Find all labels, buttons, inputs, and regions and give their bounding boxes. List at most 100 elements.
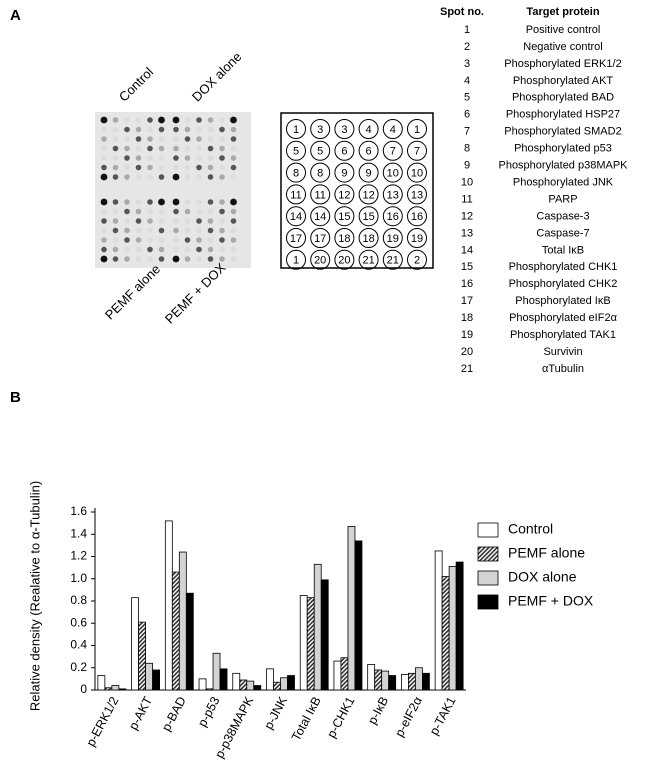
bar — [448, 566, 457, 691]
blot-spot — [219, 208, 225, 215]
spot-circle — [286, 162, 306, 183]
blot-spot — [196, 145, 202, 152]
blot-spot — [124, 126, 130, 133]
spot-number: 13 — [387, 189, 399, 201]
target-protein: Phosphorylated AKT — [513, 75, 614, 87]
spot-circle — [286, 119, 306, 139]
spot-circle — [382, 206, 403, 227]
spot-number: 18 — [338, 233, 350, 245]
blot-spot — [147, 237, 153, 243]
blot-spot — [196, 256, 202, 262]
spot-number: 12 — [338, 189, 350, 201]
y-tick-label: 0 — [80, 682, 87, 696]
spot-circle — [382, 162, 403, 183]
spot-number: 17 — [314, 233, 326, 245]
blot-spot — [135, 246, 142, 253]
blot-spot — [196, 246, 202, 253]
blot-spot — [184, 256, 191, 262]
blot-spot — [158, 164, 165, 171]
bar — [441, 576, 450, 691]
target-protein: Total IκB — [542, 244, 584, 256]
blot-label: DOX alone — [189, 49, 245, 105]
spot-no: 19 — [461, 329, 473, 341]
blot-spot — [184, 136, 191, 142]
bar — [381, 670, 390, 691]
bar — [287, 675, 295, 691]
blot-spot — [158, 237, 165, 243]
blot-spot — [230, 218, 237, 224]
spot-number: 14 — [314, 211, 326, 223]
bar — [145, 662, 153, 691]
spot-number: 9 — [366, 168, 372, 180]
blot-spot — [124, 227, 130, 234]
bar — [280, 677, 288, 691]
blot-spot — [219, 237, 225, 243]
spot-circle — [286, 249, 306, 270]
spot-circle — [286, 140, 306, 161]
blot-spot — [207, 208, 214, 215]
bar — [273, 681, 281, 691]
blot-spot — [219, 199, 225, 205]
spot-circle — [382, 119, 403, 139]
blot-spot — [207, 136, 214, 142]
bar — [111, 685, 120, 691]
x-tick-label: p-p53 — [195, 694, 222, 729]
spot-circle — [358, 228, 379, 248]
blot-spot — [135, 174, 142, 180]
target-protein: Phosphorylated IκB — [515, 295, 610, 307]
spot-number: 13 — [411, 189, 423, 201]
blot-spot — [230, 126, 237, 133]
bar — [354, 540, 363, 691]
blot-spot — [196, 164, 202, 171]
spot-number: 7 — [390, 146, 396, 158]
blot-spot — [207, 155, 214, 161]
spot-number: 16 — [387, 211, 399, 223]
blot-spot — [219, 117, 225, 123]
blot-spot — [101, 126, 107, 133]
blot-spot — [147, 208, 153, 215]
blot-spot — [207, 246, 214, 253]
spot-no: 6 — [464, 109, 470, 121]
bar — [313, 563, 322, 691]
spot-number: 4 — [366, 124, 372, 136]
legend-swatch — [477, 594, 499, 610]
blot-spot — [184, 237, 191, 243]
blot-spot — [207, 174, 214, 180]
x-tick-label: p-eIF2α — [392, 694, 425, 739]
blot-spot — [230, 237, 237, 243]
blot-spot — [207, 227, 214, 234]
spot-number: 6 — [341, 146, 347, 158]
spot-circle — [334, 228, 355, 248]
spot-circle — [358, 206, 379, 227]
blot-label: PEMF alone — [102, 261, 163, 322]
blot-spot — [230, 155, 237, 161]
spot-circle — [286, 184, 306, 205]
spot-map — [280, 112, 434, 269]
legend-label: DOX alone — [508, 569, 577, 585]
bar — [333, 660, 342, 691]
blot-spot — [158, 174, 165, 180]
bar — [408, 672, 416, 691]
spot-no: 18 — [461, 312, 473, 324]
bar — [152, 669, 160, 691]
blot-spot — [147, 155, 153, 161]
blot-spot — [219, 155, 225, 161]
spot-circle — [407, 228, 427, 248]
blot-spot — [147, 136, 153, 142]
blot-spot — [147, 126, 153, 133]
blot-spot — [158, 227, 165, 234]
spot-number: 19 — [411, 233, 423, 245]
x-tick-label: p-CHK1 — [324, 694, 357, 740]
blot-spot — [207, 199, 214, 205]
blot-spot — [124, 155, 130, 161]
spot-circle — [407, 206, 427, 227]
spot-no: 2 — [464, 41, 470, 53]
target-protein: Phosphorylated ERK1/2 — [504, 58, 621, 70]
blot-spot — [124, 164, 130, 171]
spot-circle — [334, 206, 355, 227]
x-tick-label: p-TAK1 — [427, 694, 459, 737]
blot-spot — [124, 237, 130, 243]
blot-spot — [158, 155, 165, 161]
blot-spot — [173, 126, 179, 133]
blot-spot — [219, 256, 225, 262]
